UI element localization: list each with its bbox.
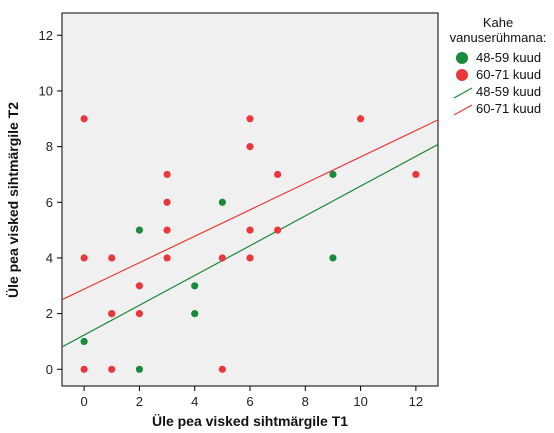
legend-fit-line-1: [453, 87, 473, 99]
data-point-s1-9: [329, 254, 337, 262]
x-tick-label-12: 12: [409, 394, 423, 409]
data-point-s1-1: [80, 337, 88, 346]
legend-label-2: 60-71 kuud: [476, 67, 541, 82]
data-point-s2-12: [163, 254, 171, 262]
x-axis-title: Üle pea visked sihtmärgile T1: [152, 413, 348, 429]
y-tick-label-12: 12: [39, 28, 53, 43]
legend-marker-2: [456, 69, 468, 81]
data-point-s2-4: [108, 254, 116, 262]
data-point-s1-4: [135, 365, 144, 373]
x-tick-label-6: 6: [246, 394, 253, 409]
data-point-s2-20: [274, 226, 282, 234]
x-tick-label-0: 0: [81, 394, 88, 409]
marks: [62, 115, 438, 373]
data-point-s2-3: [80, 365, 88, 373]
legend-title-line-1: Kahe: [483, 15, 513, 30]
axes: 0 2 4 6 8 10 12 0 2 4 6 8 10 12: [39, 28, 424, 409]
fit-line-2: [62, 119, 438, 301]
data-point-s2-1: [80, 115, 88, 123]
data-point-s1-6: [191, 310, 199, 318]
legend-fit-line-2: [453, 104, 473, 116]
x-tick-label-10: 10: [353, 394, 367, 409]
data-point-s2-17: [246, 226, 254, 234]
data-point-s1-3: [135, 226, 144, 234]
data-point-s1-8: [329, 170, 337, 179]
legend-marker-1: [456, 52, 468, 64]
legend-fit-label-2: 60-71 kuud: [476, 101, 541, 116]
data-point-s2-16: [246, 143, 254, 151]
data-point-s2-13: [218, 254, 226, 262]
y-tick-label-0: 0: [46, 362, 53, 377]
legend-label-1: 48-59 kuud: [476, 50, 541, 65]
y-tick-label-10: 10: [39, 83, 53, 98]
legend-fit-label-1: 48-59 kuud: [476, 84, 541, 99]
data-point-s2-15: [246, 115, 254, 123]
legend-title-line-2: vanuserühmana:: [450, 30, 547, 45]
data-point-s2-19: [274, 170, 282, 179]
data-point-s2-21: [356, 115, 365, 123]
y-tick-label-8: 8: [46, 139, 53, 154]
data-point-s1-7: [218, 198, 226, 206]
data-point-s2-2: [80, 254, 88, 262]
legend: Kahe vanuserühmana: 48-59 kuud 60-71 kuud…: [450, 15, 547, 116]
data-point-s2-9: [163, 170, 171, 179]
data-point-s2-14: [218, 365, 226, 373]
fit-line-1: [62, 143, 438, 348]
data-point-s2-6: [108, 365, 116, 373]
x-tick-label-8: 8: [302, 394, 309, 409]
data-point-s2-10: [163, 198, 171, 206]
x-tick-label-2: 2: [136, 394, 143, 409]
y-tick-label-6: 6: [46, 195, 53, 210]
data-point-s2-7: [135, 282, 144, 290]
data-point-s2-22: [412, 170, 420, 179]
data-point-s2-5: [108, 310, 116, 318]
plot-area: [61, 12, 439, 387]
data-point-s2-18: [246, 254, 254, 262]
data-point-s2-11: [163, 226, 171, 234]
data-point-s1-5: [191, 282, 199, 290]
data-point-s2-8: [135, 310, 144, 318]
y-axis-title: Üle pea visked sihtmärgile T2: [5, 102, 21, 298]
x-tick-label-4: 4: [191, 394, 198, 409]
y-tick-label-4: 4: [46, 250, 53, 265]
y-tick-label-2: 2: [46, 306, 53, 321]
